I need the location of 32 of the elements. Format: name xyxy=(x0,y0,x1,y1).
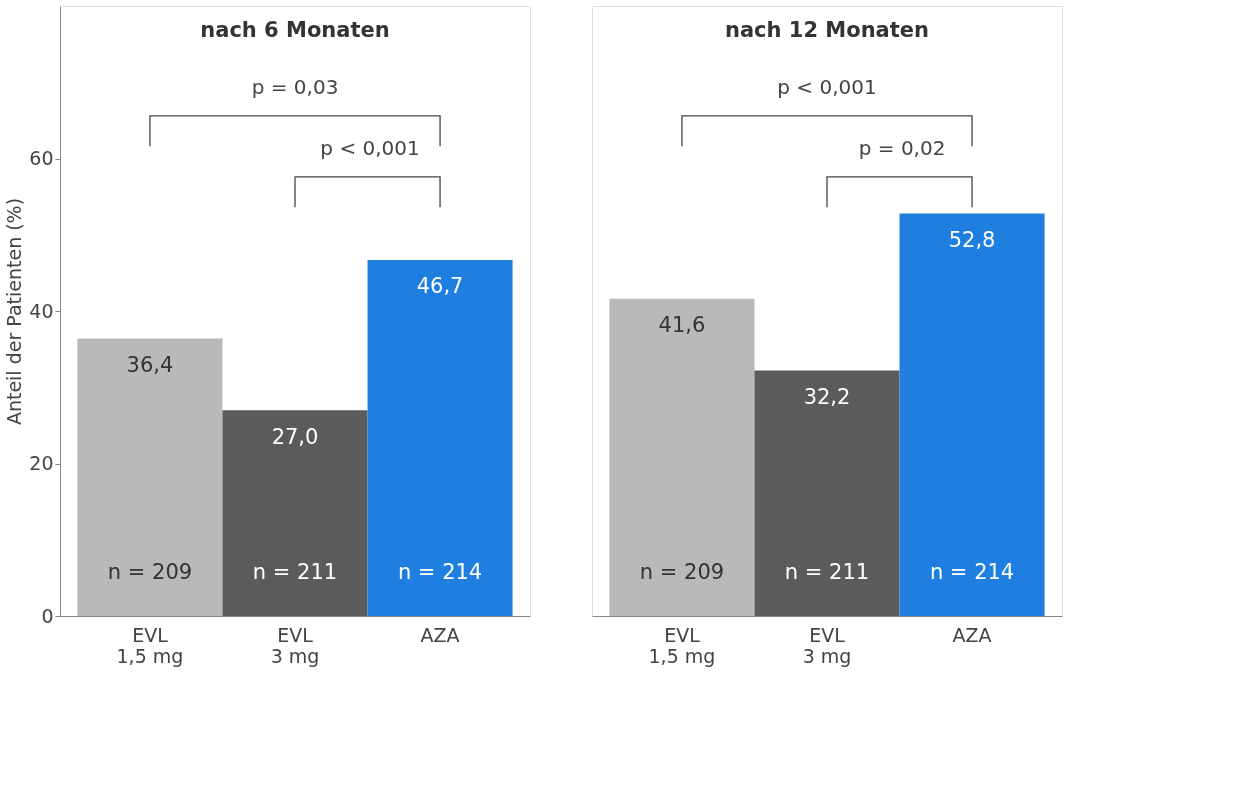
bar xyxy=(367,259,513,616)
x-tick-label: EVL 3 mg xyxy=(270,623,320,667)
y-tick-label: 40 xyxy=(29,299,54,322)
data-label: 27,0 xyxy=(271,424,319,449)
y-tick-label: 60 xyxy=(29,147,54,169)
x-tick-label: EVL 1,5 mg xyxy=(116,623,184,667)
data-label: 52,8 xyxy=(948,227,996,252)
x-tick-label: EVL 1,5 mg xyxy=(648,623,716,667)
annotation: p = 0,02 xyxy=(858,136,946,161)
annotation: p = 0,03 xyxy=(251,75,339,100)
bar xyxy=(222,410,368,616)
annotation: p < 0,001 xyxy=(777,75,877,100)
bar xyxy=(77,338,223,616)
data-label: 36,4 xyxy=(126,352,174,377)
data-label: 32,2 xyxy=(803,384,851,409)
y-axis-title: Anteil der Patienten (%) xyxy=(3,197,26,426)
text: nach 12 Monaten xyxy=(724,18,930,42)
text: nach 6 Monaten xyxy=(200,18,390,42)
x-tick-label: AZA xyxy=(952,623,992,646)
annotation: p < 0,001 xyxy=(320,136,420,161)
data-label: 41,6 xyxy=(658,313,706,338)
annotation: n = 211 xyxy=(252,560,338,585)
data-label: 46,7 xyxy=(416,274,464,299)
annotation: n = 209 xyxy=(639,560,725,585)
y-tick-label: 20 xyxy=(29,452,54,474)
y-tick-label: 0 xyxy=(41,604,54,627)
x-tick-label: AZA xyxy=(420,623,460,646)
annotation: n = 214 xyxy=(929,560,1015,585)
annotation: n = 211 xyxy=(784,560,870,585)
annotation: n = 209 xyxy=(107,560,193,585)
annotation: n = 214 xyxy=(397,560,483,585)
x-tick-label: EVL 3 mg xyxy=(802,623,852,667)
